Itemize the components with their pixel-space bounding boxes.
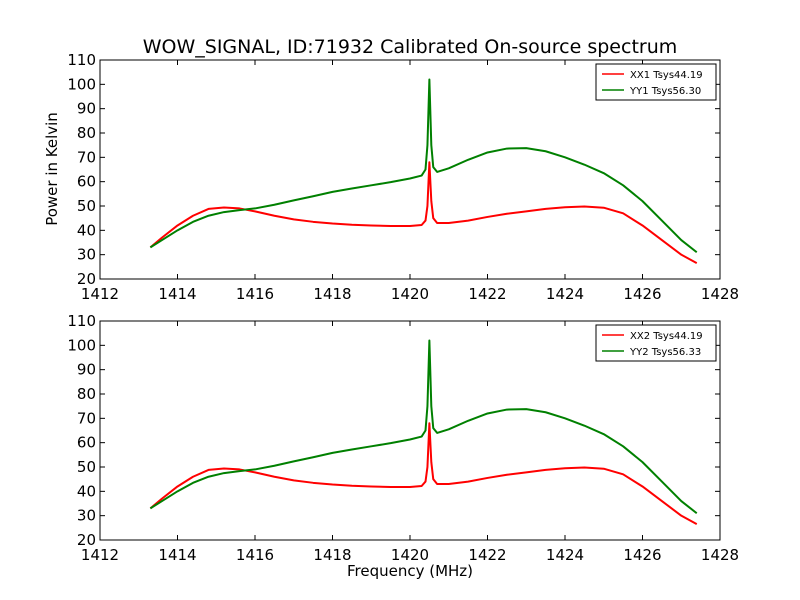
y-tick-label: 20	[77, 270, 96, 288]
legend-entry: XX1 Tsys44.19	[630, 70, 703, 81]
legend-entry: XX2 Tsys44.19	[630, 331, 703, 342]
x-tick-label: 1422	[468, 546, 506, 564]
x-tick-label: 1420	[391, 546, 429, 564]
legend: XX2 Tsys44.19 YY2 Tsys56.33	[595, 324, 717, 362]
y-tick-label: 60	[77, 434, 96, 452]
x-tick-label: 1414	[158, 285, 196, 303]
series-line-1	[149, 422, 698, 526]
y-tick-label: 40	[77, 482, 96, 500]
series-line-2	[149, 78, 698, 254]
x-tick-label: 1428	[701, 546, 739, 564]
x-tick-label: 1412	[81, 285, 119, 303]
top-panel: 1412 1414 1416 1418 1420 1422 1424 1426 1428 20 30…	[67, 51, 739, 303]
y-tick-label: 100	[67, 336, 96, 354]
x-tick-label: 1426	[623, 285, 661, 303]
x-tick-label: 1418	[313, 546, 351, 564]
y-tick-label: 100	[67, 75, 96, 93]
x-tick-label: 1426	[623, 546, 661, 564]
x-tick-label: 1420	[391, 285, 429, 303]
y-tick-label: 60	[77, 173, 96, 191]
legend-entry: YY2 Tsys56.33	[629, 347, 701, 358]
legend-box	[595, 63, 717, 101]
x-tick-label: 1416	[236, 285, 274, 303]
x-tick-label: 1422	[468, 285, 506, 303]
y-tick-label: 90	[77, 361, 96, 379]
x-tick-label: 1424	[546, 546, 584, 564]
bottom-panel: 1412 1414 1416 1418 1420 1422 1424 1426 1428 20 30…	[67, 312, 739, 564]
y-tick-label: 80	[77, 385, 96, 403]
legend-box	[595, 324, 717, 362]
y-tick-label: 70	[77, 148, 96, 166]
y-tick-label: 70	[77, 409, 96, 427]
y-axis-label: Power in Kelvin	[43, 112, 61, 226]
y-tick-label: 90	[77, 100, 96, 118]
y-tick-label: 110	[67, 312, 96, 330]
legend: XX1 Tsys44.19 YY1 Tsys56.30	[595, 63, 717, 101]
x-tick-label: 1414	[158, 546, 196, 564]
y-tick-label: 20	[77, 531, 96, 549]
y-tick-label: 50	[77, 458, 96, 476]
x-tick-label: 1416	[236, 546, 274, 564]
y-tick-label: 80	[77, 124, 96, 142]
y-tick-label: 40	[77, 221, 96, 239]
chart-title: WOW_SIGNAL, ID:71932 Calibrated On-sourc…	[143, 36, 678, 58]
legend-entry: YY1 Tsys56.30	[629, 86, 701, 97]
y-tick-label: 50	[77, 197, 96, 215]
series-line-1	[149, 161, 698, 265]
x-axis-label: Frequency (MHz)	[347, 562, 473, 580]
x-tick-label: 1412	[81, 546, 119, 564]
x-tick-label: 1424	[546, 285, 584, 303]
x-tick-label: 1418	[313, 285, 351, 303]
y-tick-label: 110	[67, 51, 96, 69]
y-tick-label: 30	[77, 507, 96, 525]
y-tick-label: 30	[77, 246, 96, 264]
x-tick-label: 1428	[701, 285, 739, 303]
series-line-2	[149, 339, 698, 515]
